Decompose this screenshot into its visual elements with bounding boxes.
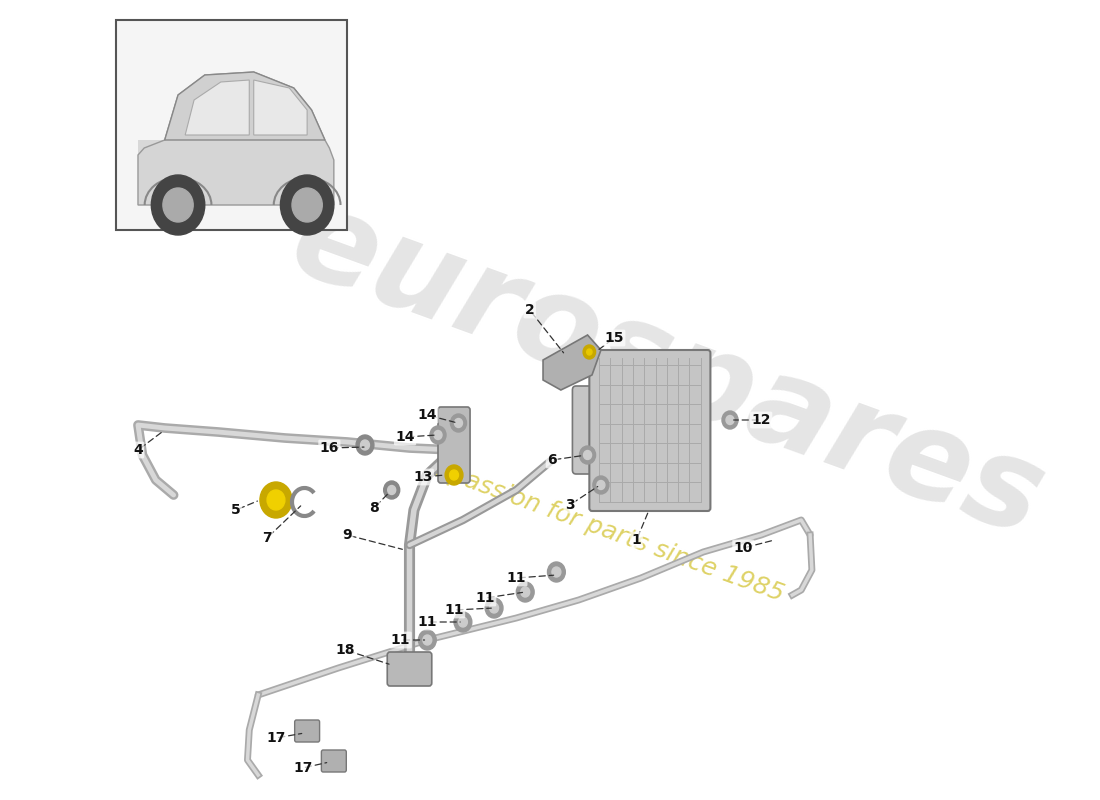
Circle shape [451, 414, 466, 432]
Circle shape [434, 430, 442, 439]
Circle shape [552, 567, 561, 577]
Bar [138, 140, 324, 205]
Circle shape [152, 175, 205, 235]
Polygon shape [185, 80, 250, 135]
Text: 3: 3 [565, 498, 574, 512]
Text: 10: 10 [734, 541, 754, 555]
Polygon shape [543, 335, 601, 390]
Circle shape [584, 450, 592, 459]
Circle shape [485, 598, 503, 618]
Circle shape [583, 345, 595, 359]
Text: 15: 15 [605, 331, 624, 345]
Text: a passion for parts since 1985: a passion for parts since 1985 [424, 454, 786, 606]
Text: 8: 8 [368, 501, 378, 515]
Circle shape [422, 635, 432, 645]
Text: 11: 11 [507, 571, 526, 585]
Circle shape [361, 440, 370, 450]
Circle shape [454, 612, 472, 632]
Circle shape [454, 418, 462, 427]
Circle shape [520, 587, 530, 597]
Text: 6: 6 [547, 453, 557, 467]
Text: 9: 9 [342, 528, 352, 542]
Text: 4: 4 [133, 443, 143, 457]
Text: 11: 11 [444, 603, 464, 617]
Circle shape [430, 426, 446, 444]
FancyBboxPatch shape [590, 350, 711, 511]
Circle shape [267, 490, 285, 510]
Circle shape [418, 630, 437, 650]
FancyBboxPatch shape [295, 720, 320, 742]
FancyBboxPatch shape [438, 407, 470, 483]
FancyBboxPatch shape [321, 750, 346, 772]
Circle shape [586, 349, 592, 355]
Circle shape [548, 562, 565, 582]
Circle shape [516, 582, 535, 602]
Text: 14: 14 [395, 430, 415, 444]
Circle shape [722, 411, 738, 429]
Text: 14: 14 [418, 408, 437, 422]
Circle shape [726, 415, 734, 425]
Polygon shape [165, 72, 324, 140]
Circle shape [459, 617, 468, 627]
Text: 5: 5 [231, 503, 241, 517]
Text: 17: 17 [293, 761, 312, 775]
FancyBboxPatch shape [572, 386, 602, 474]
Polygon shape [138, 72, 333, 205]
Text: 12: 12 [751, 413, 771, 427]
Circle shape [490, 603, 498, 613]
Circle shape [450, 470, 459, 480]
Text: 13: 13 [414, 470, 432, 484]
Bar [116, 20, 348, 230]
Circle shape [292, 188, 322, 222]
FancyBboxPatch shape [387, 652, 432, 686]
Text: 11: 11 [418, 615, 437, 629]
Polygon shape [254, 80, 307, 135]
Text: 7: 7 [262, 531, 272, 545]
Text: eurospares: eurospares [276, 178, 1059, 562]
Circle shape [280, 175, 333, 235]
Text: 2: 2 [525, 303, 535, 317]
Circle shape [356, 435, 374, 455]
Circle shape [387, 486, 396, 494]
Circle shape [580, 446, 595, 464]
Circle shape [260, 482, 292, 518]
Text: 11: 11 [390, 633, 410, 647]
Text: 17: 17 [266, 731, 286, 745]
Text: 11: 11 [475, 591, 495, 605]
Circle shape [446, 465, 463, 485]
Circle shape [593, 476, 609, 494]
Circle shape [597, 481, 605, 490]
Text: 16: 16 [320, 441, 339, 455]
Text: 1: 1 [631, 533, 641, 547]
Text: 18: 18 [336, 643, 355, 657]
Circle shape [163, 188, 194, 222]
Circle shape [384, 481, 399, 499]
